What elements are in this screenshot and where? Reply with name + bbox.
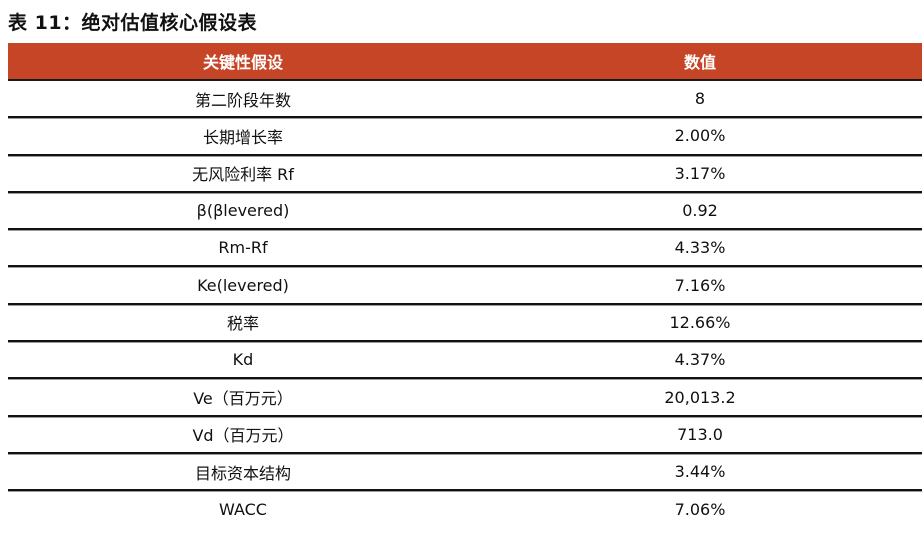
row-value: 713.0 [677,424,723,444]
table-row: Kd 4.37% [8,342,922,380]
table-row: β(βlevered) 0.92 [8,193,922,231]
table-row: 目标资本结构 3.44% [8,454,922,492]
column-header-assumption: 关键性假设 [202,53,283,72]
row-value: 4.33% [674,238,726,258]
row-label: Ke(levered) [197,275,289,295]
row-label: WACC [219,500,267,520]
row-value: 3.44% [674,462,726,482]
table-row: 税率 12.66% [8,305,922,343]
row-value: 3.17% [674,163,726,183]
table-row: Ve（百万元） 20,013.2 [8,379,922,417]
row-value: 7.06% [674,500,726,520]
table-row: 长期增长率 2.00% [8,118,922,156]
row-value: 12.66% [669,312,731,332]
table-row: 第二阶段年数 8 [8,81,922,119]
row-label: 第二阶段年数 [194,90,291,110]
row-value: 20,013.2 [664,387,736,407]
row-value: 4.37% [674,350,726,370]
row-label: Rm-Rf [218,238,268,258]
table-title: 表 11：绝对估值核心假设表 [8,12,258,34]
valuation-assumptions-table: 关键性假设 数值 第二阶段年数 8 长期增长率 2.00% 无风险利率 Rf 3… [8,43,922,529]
row-value: 8 [694,89,706,109]
row-label: Ve（百万元） [193,389,293,409]
row-label: Vd（百万元） [192,426,294,446]
row-label: Kd [232,350,254,370]
row-value: 0.92 [682,201,718,221]
row-label: β(βlevered) [196,201,290,221]
row-label: 税率 [226,314,259,334]
row-label: 长期增长率 [202,127,283,147]
column-header-value: 数值 [683,53,716,72]
table-row: Rm-Rf 4.33% [8,230,922,268]
table-header: 关键性假设 数值 [8,43,922,81]
table-row: WACC 7.06% [8,491,922,528]
row-label: 目标资本结构 [194,463,291,483]
table-row: 无风险利率 Rf 3.17% [8,156,922,193]
row-value: 2.00% [674,126,726,146]
row-value: 7.16% [674,275,726,295]
table-row: Vd（百万元） 713.0 [8,417,922,454]
table-row: Ke(levered) 7.16% [8,267,922,305]
row-label: 无风险利率 Rf [192,165,294,185]
